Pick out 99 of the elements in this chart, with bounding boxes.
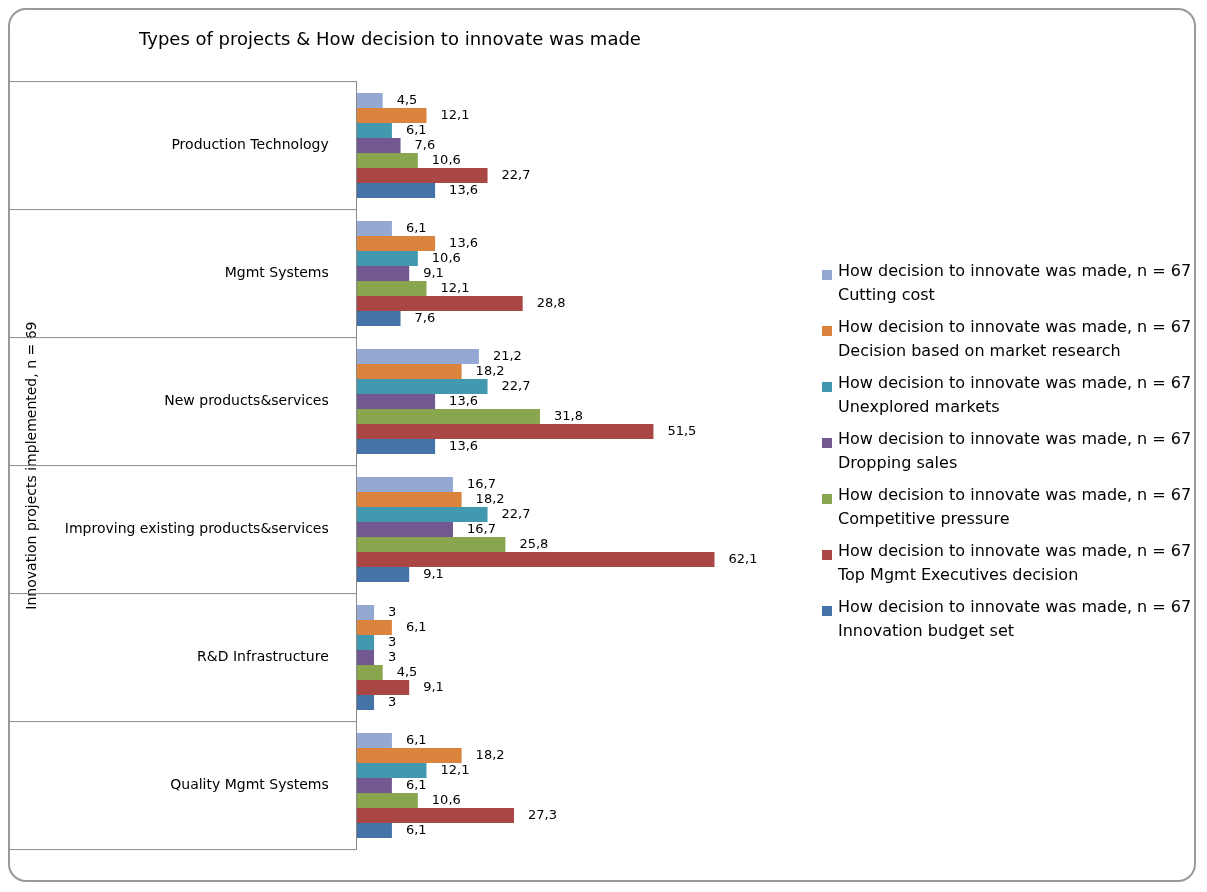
data-label: 12,1: [440, 761, 470, 777]
data-label: 6,1: [405, 776, 427, 792]
data-label: 6,1: [405, 618, 427, 634]
y-tick-label: Production Technology: [171, 136, 329, 153]
data-label: 3: [388, 693, 397, 709]
bar: [356, 281, 427, 297]
bar: [356, 349, 479, 365]
data-label: 31,8: [553, 407, 583, 423]
data-label: 3: [388, 633, 397, 649]
bar: [356, 311, 401, 327]
legend-label: How decision to innovate was made, n = 67 Innovation budget set: [838, 596, 1192, 642]
data-label: 10,6: [431, 791, 461, 807]
bar: [356, 492, 462, 508]
bar: [356, 477, 453, 493]
y-tick-label: R&D Infrastructure: [197, 648, 329, 665]
bar: [356, 153, 418, 169]
bar: [356, 665, 383, 681]
bar: [356, 123, 392, 139]
y-tick-label: Mgmt Systems: [224, 264, 329, 281]
bar: [356, 183, 436, 199]
bar: [356, 635, 375, 651]
data-label: 13,6: [449, 181, 479, 197]
legend-label: How decision to innovate was made, n = 67 Dropping sales: [838, 428, 1192, 474]
bar: [356, 778, 392, 794]
bar: [356, 108, 427, 124]
data-label: 27,3: [528, 806, 557, 822]
bar: [356, 650, 375, 666]
data-label: 6,1: [405, 821, 427, 837]
data-label: 10,6: [431, 151, 461, 167]
bar: [356, 763, 427, 779]
bar: [356, 221, 392, 237]
bar: [356, 808, 515, 824]
data-label: 22,7: [501, 377, 531, 393]
data-label: 6,1: [405, 731, 427, 747]
bar: [356, 379, 488, 395]
data-label: 9,1: [423, 565, 444, 581]
data-label: 18,2: [475, 746, 505, 762]
bar: [356, 733, 392, 749]
data-label: 4,5: [396, 91, 418, 107]
data-label: 9,1: [423, 264, 444, 280]
bar: [356, 236, 436, 252]
bar: [356, 537, 506, 553]
data-label: 3: [388, 648, 397, 664]
bar: [356, 266, 410, 282]
bar: [356, 552, 715, 568]
bar: [356, 394, 436, 410]
data-label: 18,2: [475, 362, 505, 378]
bar: [356, 168, 488, 184]
data-label: 4,5: [396, 663, 418, 679]
data-label: 21,2: [492, 347, 522, 363]
legend-label: How decision to innovate was made, n = 67 Decision based on market research: [838, 316, 1192, 362]
bar: [356, 823, 392, 839]
data-label: 3: [388, 603, 397, 619]
y-axis-title: Innovation projects implemented, n = 69: [23, 321, 40, 610]
data-label: 16,7: [466, 520, 496, 536]
data-label: 13,6: [449, 392, 479, 408]
data-label: 7,6: [414, 136, 436, 152]
data-label: 9,1: [423, 678, 444, 694]
bar: [356, 409, 540, 425]
data-label: 25,8: [519, 535, 549, 551]
data-label: 13,6: [449, 437, 479, 453]
bar: [356, 93, 383, 109]
data-label: 62,1: [728, 550, 758, 566]
data-label: 12,1: [440, 106, 470, 122]
bar: [356, 793, 418, 809]
chart-title: Types of projects & How decision to innovate was made: [138, 28, 641, 50]
y-tick-label: Quality Mgmt Systems: [170, 776, 329, 793]
data-label: 6,1: [405, 219, 427, 235]
data-label: 12,1: [440, 279, 470, 295]
data-label: 51,5: [667, 422, 697, 438]
data-label: 6,1: [405, 121, 427, 137]
data-label: 22,7: [501, 166, 531, 182]
bar: [356, 424, 654, 440]
y-tick-label: New products&services: [164, 392, 329, 409]
bar: [356, 251, 418, 267]
data-label: 10,6: [431, 249, 461, 265]
legend-label: How decision to innovate was made, n = 67 Unexplored markets: [838, 372, 1192, 418]
bar: [356, 748, 462, 764]
bar: [356, 364, 462, 380]
data-label: 13,6: [449, 234, 479, 250]
bar: [356, 620, 392, 636]
data-label: 18,2: [475, 490, 505, 506]
bar: [356, 522, 453, 538]
bar: [356, 439, 436, 455]
bar: [356, 507, 488, 523]
bar: [356, 567, 410, 583]
bar: [356, 680, 410, 696]
bar: [356, 695, 375, 711]
legend-label: How decision to innovate was made, n = 67 Competitive pressure: [838, 484, 1192, 530]
y-tick-label: Improving existing products&services: [64, 520, 329, 537]
legend-label: How decision to innovate was made, n = 67 Top Mgmt Executives decision: [838, 540, 1192, 586]
bar: [356, 605, 375, 621]
bar: [356, 138, 401, 154]
data-label: 16,7: [466, 475, 496, 491]
bar: [356, 296, 523, 312]
data-label: 28,8: [536, 294, 566, 310]
legend-label: How decision to innovate was made, n = 67 Cutting cost: [838, 260, 1192, 306]
data-label: 7,6: [414, 309, 436, 325]
data-label: 22,7: [501, 505, 531, 521]
